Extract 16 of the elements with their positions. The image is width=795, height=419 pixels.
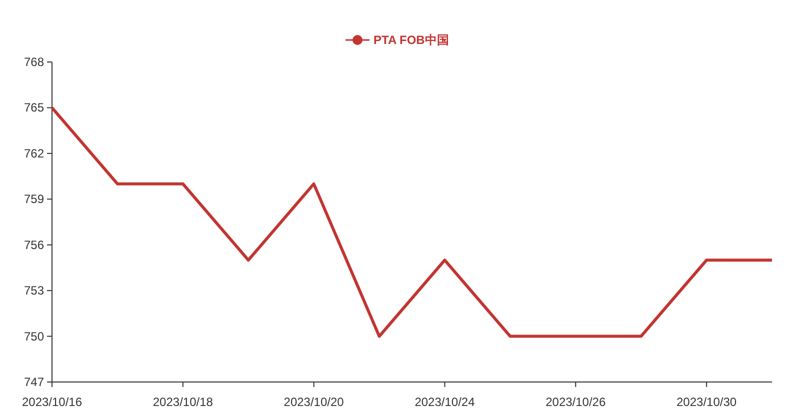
y-tick-label: 765 — [24, 100, 44, 115]
y-tick-label: 747 — [24, 375, 44, 389]
y-tick-label: 756 — [24, 238, 44, 252]
y-tick-label: 750 — [24, 329, 44, 344]
x-tick-label: 2023/10/16 — [22, 395, 82, 409]
y-tick-label: 753 — [24, 284, 44, 298]
y-tick-label: 768 — [24, 55, 44, 69]
line-series — [50, 106, 774, 338]
x-tick-label: 2023/10/20 — [284, 395, 344, 409]
x-tick-label: 2023/10/30 — [676, 395, 737, 409]
x-tick-label: 2023/10/26 — [546, 395, 606, 409]
x-tick-label: 2023/10/18 — [152, 395, 214, 409]
x-tick-label: 2023/10/24 — [414, 395, 476, 409]
legend-label: PTA FOB中国 — [374, 33, 449, 47]
y-tick-label: 762 — [24, 146, 44, 160]
y-tick-label: 759 — [24, 192, 44, 206]
